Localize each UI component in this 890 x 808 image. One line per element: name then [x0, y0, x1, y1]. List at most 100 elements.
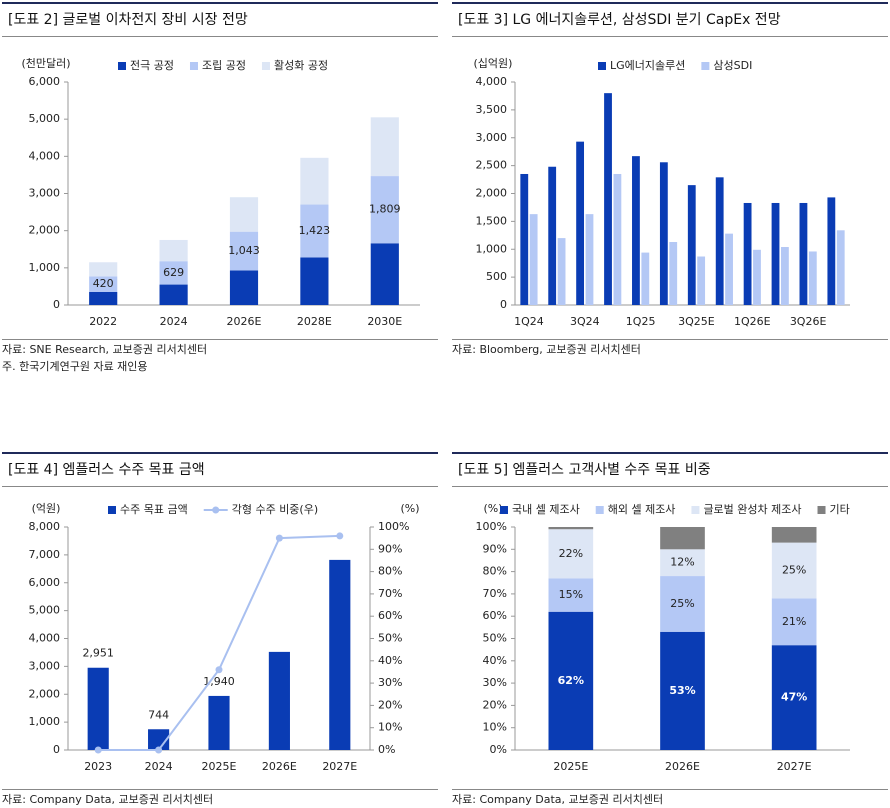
chart-title: [도표 4] 엠플러스 수주 목표 금액 — [8, 462, 205, 478]
note: 주. 한국기계연구원 자료 재인용 — [2, 360, 148, 373]
y-tick-label: 6,000 — [29, 576, 61, 589]
x-tick-label: 3Q24 — [570, 315, 600, 328]
title-under-line — [452, 36, 888, 37]
chart-title: [도표 5] 엠플러스 고객사별 수주 목표 비중 — [458, 462, 711, 478]
y-tick-label: 3,500 — [476, 103, 508, 116]
y-tick-label: 70% — [483, 587, 507, 600]
title-bar-line — [452, 452, 888, 454]
title-under-line — [452, 486, 888, 487]
footer-line — [2, 339, 438, 340]
x-tick-label: 2026E — [227, 315, 262, 328]
title-under-line — [2, 486, 438, 487]
y-tick-label: 20% — [483, 698, 507, 711]
bar — [548, 166, 557, 305]
legend-marker — [212, 506, 220, 514]
bar-segment — [771, 598, 817, 646]
bar — [148, 729, 170, 750]
legend-swatch — [595, 506, 604, 514]
y-tick-label: 1,000 — [476, 242, 508, 255]
data-label: 1,043 — [228, 244, 260, 257]
bar-segment — [159, 284, 188, 305]
legend-label: 해외 셀 제조사 — [608, 502, 676, 516]
legend-label: 활성화 공정 — [274, 58, 328, 72]
footer-line — [2, 789, 438, 790]
bar — [753, 249, 761, 305]
x-tick-label: 2027E — [322, 760, 357, 773]
y-axis-label: (천만달러) — [21, 56, 70, 70]
legend-swatch — [701, 62, 710, 70]
y-tick-label: 0 — [500, 298, 507, 311]
y-tick-label: 3,000 — [29, 659, 61, 672]
data-label: 25% — [670, 597, 694, 610]
legend-swatch — [817, 506, 826, 514]
y-tick-label: 50% — [483, 632, 507, 645]
legend-label: 각형 수주 비중(우) — [232, 503, 318, 516]
y-tick-label: 100% — [476, 520, 507, 533]
footer-line — [452, 789, 888, 790]
legend-label: 수주 목표 금액 — [120, 503, 188, 516]
y2-tick-label: 100% — [378, 520, 409, 533]
source: 자료: Bloomberg, 교보증권 리서치센터 — [452, 343, 641, 356]
bar-segment — [159, 239, 188, 262]
y-tick-label: 3,000 — [476, 131, 508, 144]
bar-segment — [660, 631, 705, 750]
bar-segment — [660, 549, 705, 577]
legend-label: LG에너지솔루션 — [610, 59, 685, 72]
y-tick-label: 90% — [483, 542, 507, 555]
source: 자료: Company Data, 교보증권 리서치센터 — [452, 793, 663, 806]
x-tick-label: 1Q24 — [514, 315, 544, 328]
legend-swatch — [118, 62, 126, 70]
y-tick-label: 4,000 — [476, 75, 508, 88]
bar-segment — [771, 645, 817, 750]
data-label: 744 — [148, 708, 169, 721]
data-label: 21% — [782, 615, 806, 628]
legend-label: 삼성SDI — [713, 59, 752, 72]
y-tick-label: 6,000 — [29, 75, 61, 88]
y-tick-label: 1,000 — [29, 715, 61, 728]
data-label: 1,940 — [203, 675, 235, 688]
x-tick-label: 2028E — [297, 315, 332, 328]
bar-segment — [300, 257, 329, 305]
data-label: 47% — [781, 691, 807, 704]
x-tick-label: 1Q25 — [626, 315, 656, 328]
data-label: 1,423 — [299, 224, 331, 237]
bar — [557, 238, 566, 305]
bar — [329, 559, 351, 750]
data-label: 629 — [163, 266, 184, 279]
bar — [780, 247, 789, 305]
bar — [520, 173, 529, 305]
data-label: 22% — [559, 547, 583, 560]
data-label: 2,951 — [82, 647, 114, 660]
line-marker — [336, 532, 344, 540]
bar-segment — [370, 243, 399, 305]
bar — [585, 214, 594, 305]
y2-tick-label: 40% — [378, 654, 402, 667]
data-label: 62% — [558, 674, 584, 687]
bar-segment — [660, 576, 705, 632]
legend-label: 기타 — [830, 503, 850, 516]
bar — [659, 162, 668, 305]
line-marker — [215, 666, 223, 674]
y2-tick-label: 20% — [378, 698, 402, 711]
bar — [771, 202, 780, 305]
bar — [268, 651, 290, 750]
bar — [613, 173, 622, 305]
bar — [632, 156, 640, 305]
y-tick-label: 7,000 — [29, 548, 61, 561]
bar-segment — [300, 204, 329, 258]
y2-tick-label: 0% — [378, 743, 395, 756]
bar — [715, 177, 724, 305]
bar-segment — [548, 578, 594, 612]
y-axis-label: (%) — [483, 502, 502, 515]
bar-segment — [548, 611, 594, 750]
y2-tick-label: 50% — [378, 632, 402, 645]
bar — [725, 233, 733, 305]
y-tick-label: 0 — [53, 743, 60, 756]
y2-tick-label: 60% — [378, 609, 402, 622]
legend-swatch — [500, 506, 508, 514]
y-tick-label: 40% — [483, 654, 507, 667]
x-tick-label: 3Q26E — [790, 315, 827, 328]
y-tick-label: 30% — [483, 676, 507, 689]
bar — [604, 93, 612, 306]
